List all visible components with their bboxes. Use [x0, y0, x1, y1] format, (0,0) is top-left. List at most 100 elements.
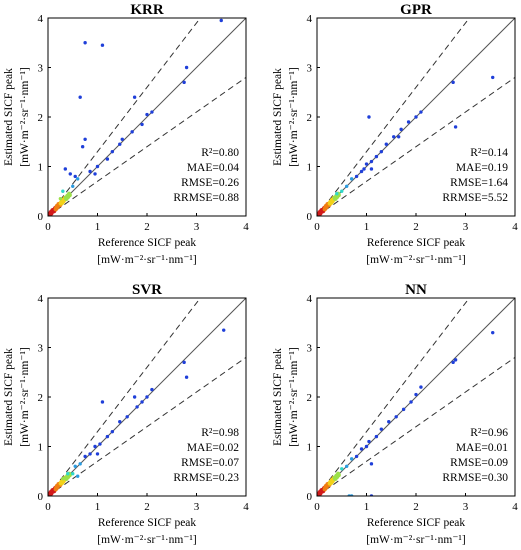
y-tick-label: 1: [38, 162, 44, 174]
y-tick-label: 3: [38, 343, 44, 355]
data-point: [379, 149, 384, 154]
stat-rmse: RMSE=0.07: [181, 457, 239, 469]
x-tick-label: 4: [512, 501, 518, 513]
x-tick-label: 2: [144, 221, 150, 233]
y-tick-label: 0: [307, 211, 313, 223]
x-tick-label: 4: [512, 221, 518, 233]
data-point: [453, 125, 458, 129]
y-tick-label: 2: [307, 392, 313, 404]
y-tick-label: 4: [38, 13, 44, 25]
data-point: [105, 434, 110, 439]
stat-rmse: RMSE=0.09: [450, 457, 508, 469]
data-point: [369, 159, 374, 164]
x-axis-unit: [mW·m⁻²·sr⁻¹·nm⁻¹]: [97, 534, 196, 546]
data-point: [387, 420, 391, 424]
data-point: [184, 375, 189, 379]
data-point: [63, 167, 68, 171]
data-point: [83, 41, 87, 45]
data-point: [68, 172, 72, 176]
stat-r2: R²=0.96: [470, 427, 508, 439]
data-point: [120, 137, 124, 141]
x-axis-unit: [mW·m⁻²·sr⁻¹·nm⁻¹]: [366, 534, 465, 546]
data-point: [374, 154, 379, 159]
data-point: [345, 184, 349, 188]
data-point: [364, 162, 369, 166]
y-tick-label: 3: [307, 343, 313, 355]
data-point: [359, 447, 364, 451]
data-point: [451, 80, 455, 85]
stat-r2: R²=0.14: [470, 147, 508, 159]
y-tick-label: 4: [307, 13, 313, 25]
x-axis-label: Reference SICF peak: [367, 517, 466, 529]
x-tick-label: 1: [364, 501, 370, 513]
scatter-panel-krr: 0 1 2 3 4 0 1 2 3 4 KRR Reference SICF peak [mW·m⁻²·…: [3, 2, 249, 266]
data-point: [105, 157, 110, 161]
y-tick-label: 2: [38, 392, 44, 404]
data-point: [219, 18, 223, 23]
x-tick-label: 1: [95, 221, 101, 233]
x-tick-label: 1: [364, 221, 370, 233]
data-point: [88, 452, 92, 456]
y-axis-label: Estimated SICF peak: [3, 68, 15, 166]
lower-bound-line: [48, 76, 246, 216]
scatter-panel-nn: 0 1 2 3 4 0 1 2 3 4 NN Reference SICF peak [mW·m⁻²·s…: [272, 282, 518, 546]
data-point: [384, 142, 388, 146]
y-tick-label: 1: [307, 162, 313, 174]
y-tick-label: 4: [307, 293, 313, 305]
y-tick-label: 3: [307, 63, 313, 75]
y-axis-unit: [mW·m⁻²·sr⁻¹·nm⁻¹]: [19, 67, 31, 166]
data-point: [379, 427, 384, 431]
data-point: [451, 360, 455, 365]
data-point: [406, 120, 411, 124]
stat-mae: MAE=0.04: [187, 162, 239, 174]
x-tick-label: 0: [314, 501, 320, 513]
x-tick-label: 1: [95, 501, 101, 513]
data-point: [83, 454, 87, 459]
data-point: [135, 405, 139, 409]
identity-line: [317, 298, 515, 496]
data-point: [345, 464, 349, 468]
x-tick-label: 0: [45, 221, 51, 233]
data-point: [125, 415, 129, 419]
y-axis-label: Estimated SICF peak: [3, 348, 15, 446]
upper-bound-line: [48, 18, 201, 216]
data-point: [73, 464, 77, 468]
plot-area: [317, 298, 515, 496]
data-point: [88, 169, 92, 174]
data-point: [78, 95, 82, 99]
data-point: [182, 80, 186, 85]
x-axis-label: Reference SICF peak: [98, 517, 197, 529]
stat-rrmse: RRMSE=0.30: [442, 472, 508, 484]
data-point: [340, 189, 344, 193]
stat-mae: MAE=0.19: [456, 162, 508, 174]
upper-bound-line: [317, 18, 470, 216]
data-point: [93, 444, 97, 449]
data-point: [222, 328, 226, 332]
data-point: [100, 43, 105, 47]
x-tick-label: 3: [194, 221, 200, 233]
x-axis-unit: [mW·m⁻²·sr⁻¹·nm⁻¹]: [97, 254, 196, 266]
upper-bound-line: [48, 298, 201, 496]
data-point: [419, 110, 423, 114]
plot-area: [48, 18, 246, 216]
data-point: [132, 95, 137, 99]
data-point: [130, 130, 134, 134]
data-point: [184, 65, 189, 70]
data-point: [369, 167, 374, 171]
y-axis-label: Estimated SICF peak: [272, 68, 284, 166]
plot-area: [48, 298, 246, 496]
data-point: [93, 172, 97, 176]
data-point: [367, 115, 371, 119]
data-point: [354, 454, 359, 459]
upper-bound-line: [317, 298, 470, 496]
scatter-panel-svr: 0 1 2 3 4 0 1 2 3 4 SVR Reference SICF peak [mW·m⁻²·…: [3, 282, 249, 546]
data-point: [330, 479, 334, 483]
data-point: [80, 145, 85, 149]
data-point: [100, 400, 105, 404]
data-point: [392, 135, 396, 139]
data-point: [414, 392, 418, 397]
data-point: [95, 452, 100, 456]
data-point: [374, 434, 379, 439]
y-tick-label: 0: [307, 491, 313, 503]
data-point: [140, 122, 144, 127]
